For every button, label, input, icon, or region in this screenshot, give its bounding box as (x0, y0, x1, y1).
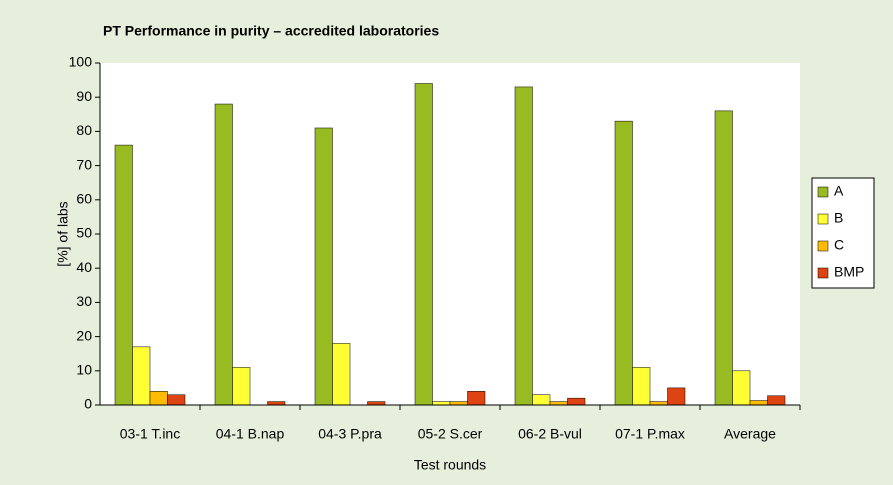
bar (532, 394, 551, 406)
bar (714, 110, 733, 406)
x-axis-label: Test rounds (414, 457, 486, 473)
bar (467, 391, 486, 406)
bar (649, 401, 668, 406)
y-tick-label: 40 (76, 259, 92, 275)
legend-swatch (817, 267, 829, 279)
bar (667, 387, 686, 406)
y-tick-label: 60 (76, 191, 92, 207)
chart-title: PT Performance in purity – accredited la… (103, 23, 439, 39)
bar (432, 401, 451, 406)
bar (332, 343, 351, 406)
x-tick-label: 06-2 B-vul (518, 426, 582, 442)
legend-label: BMP (834, 264, 864, 280)
bar (767, 395, 786, 406)
legend-label: A (834, 183, 844, 199)
bar (114, 144, 133, 406)
bar (614, 120, 633, 406)
y-tick-label: 70 (76, 156, 92, 172)
legend-swatch (817, 213, 829, 225)
legend-swatch (817, 240, 829, 252)
legend-label: C (834, 237, 844, 253)
bar (749, 400, 768, 406)
y-tick-label: 90 (76, 88, 92, 104)
y-tick-label: 50 (76, 225, 92, 241)
y-axis-label: [%] of labs (55, 201, 71, 266)
bar (149, 391, 168, 406)
bar (367, 401, 386, 406)
plot-area (100, 63, 800, 405)
y-tick-label: 20 (76, 327, 92, 343)
legend-label: B (834, 210, 843, 226)
bar (232, 367, 251, 406)
x-tick-label: 04-3 P.pra (318, 426, 382, 442)
bar (549, 401, 568, 406)
bar (214, 103, 233, 406)
x-tick-label: Average (724, 426, 776, 442)
bar (167, 394, 186, 406)
bar (632, 367, 651, 406)
bar (414, 83, 433, 406)
bar (449, 401, 468, 406)
bar (132, 346, 151, 406)
x-tick-label: 07-1 P.max (615, 426, 685, 442)
y-tick-label: 80 (76, 122, 92, 138)
y-tick-label: 10 (76, 362, 92, 378)
x-tick-label: 04-1 B.nap (216, 426, 285, 442)
bar (314, 127, 333, 406)
bar (267, 401, 286, 406)
x-tick-label: 03-1 T.inc (120, 426, 180, 442)
x-tick-label: 05-2 S.cer (418, 426, 483, 442)
y-tick-label: 30 (76, 293, 92, 309)
bar (567, 397, 586, 406)
bar (514, 86, 533, 406)
y-tick-label: 0 (84, 396, 92, 412)
bar (732, 370, 751, 406)
y-tick-label: 100 (69, 54, 93, 70)
legend-swatch (817, 186, 829, 198)
